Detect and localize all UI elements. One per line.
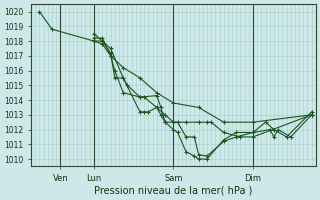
X-axis label: Pression niveau de la mer( hPa ): Pression niveau de la mer( hPa ) <box>94 186 252 196</box>
